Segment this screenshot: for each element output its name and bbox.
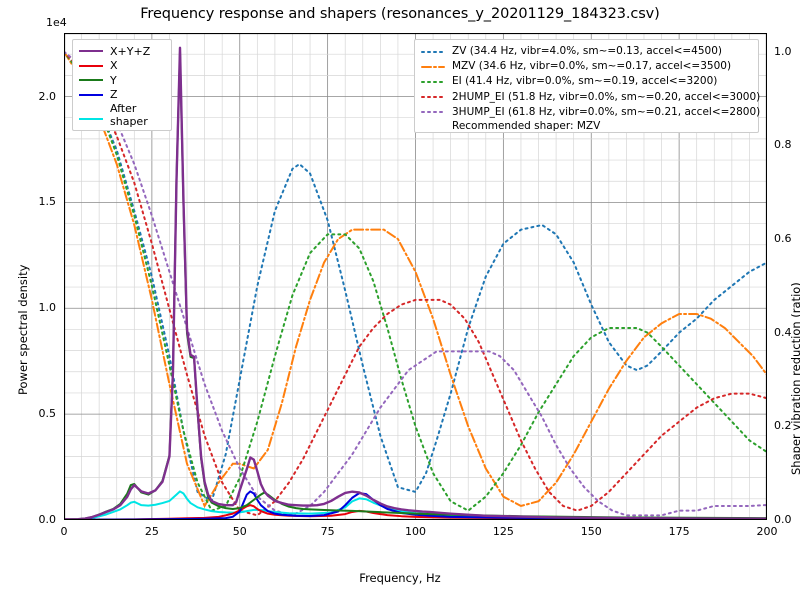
legend-item-label: ZV (34.4 Hz, vibr=4.0%, sm~=0.13, accel<… <box>452 45 722 58</box>
psd-curve-after-shaper <box>64 490 767 520</box>
legend-signals: X+Y+Z X Y Z After shaper <box>72 39 172 131</box>
legend-item-label: 2HUMP_EI (51.8 Hz, vibr=0.0%, sm~=0.20, … <box>452 90 761 103</box>
legend-dash-swatch <box>421 47 445 57</box>
x-axis-label: Frequency, Hz <box>359 571 441 585</box>
legend-color-swatch <box>79 46 103 56</box>
psd-curves <box>64 46 767 520</box>
legend-item-label: Y <box>110 73 117 87</box>
y-tick-label-right: 0.6 <box>774 232 792 246</box>
chart-title: Frequency response and shapers (resonanc… <box>140 6 660 22</box>
x-tick-label: 75 <box>320 525 335 538</box>
legend-item-mzv: MZV (34.6 Hz, vibr=0.0%, sm~=0.17, accel… <box>421 59 752 74</box>
x-tick-label: 175 <box>668 525 690 538</box>
x-tick-label: 0 <box>60 525 68 538</box>
x-tick-label: 200 <box>756 525 778 538</box>
legend-dash-swatch <box>421 62 445 72</box>
legend-item-x-y-z: X+Y+Z <box>79 44 165 59</box>
x-tick-label: 50 <box>232 525 247 538</box>
legend-item-3hump_ei: 3HUMP_EI (61.8 Hz, vibr=0.0%, sm~=0.21, … <box>421 105 760 120</box>
shaper-curve-ei <box>64 50 767 512</box>
y-tick-label-right: 0.8 <box>774 138 792 152</box>
legend-item-label: 3HUMP_EI (61.8 Hz, vibr=0.0%, sm~=0.21, … <box>452 105 761 118</box>
legend-item-label: EI (41.4 Hz, vibr=0.0%, sm~=0.19, accel<… <box>452 75 718 88</box>
x-tick-label: 150 <box>580 525 602 538</box>
y-tick-label-left: 1.5 <box>38 195 57 209</box>
legend-dash-swatch <box>421 77 445 87</box>
legend-item-label: MZV (34.6 Hz, vibr=0.0%, sm~=0.17, accel… <box>452 60 732 73</box>
legend-item-x: X <box>79 59 165 74</box>
y-tick-label-right: 0.4 <box>774 325 792 339</box>
legend-item-z: Z <box>79 88 165 103</box>
legend-color-swatch <box>79 114 103 124</box>
legend-item-label: X <box>110 59 118 73</box>
y-tick-label-left: 0.5 <box>38 407 57 421</box>
y-tick-label-left: 2.0 <box>38 89 57 103</box>
legend-item-after-shaper: After shaper <box>79 102 165 128</box>
y-tick-label-right: 0.0 <box>774 513 792 526</box>
legend-item-y: Y <box>79 73 165 88</box>
y-tick-label-left: 1.0 <box>38 301 57 315</box>
legend-item-label: Z <box>110 88 118 102</box>
x-tick-label: 100 <box>405 525 426 538</box>
legend-item-zv: ZV (34.4 Hz, vibr=4.0%, sm~=0.13, accel<… <box>421 44 752 59</box>
x-tick-label: 25 <box>144 525 159 538</box>
y-axis-label-left: Power spectral density <box>16 264 30 395</box>
y-axis-offset-text: 1e4 <box>46 16 67 29</box>
x-tick-label: 125 <box>492 525 514 538</box>
legend-item-ei: EI (41.4 Hz, vibr=0.0%, sm~=0.19, accel<… <box>421 74 752 89</box>
shaper-curve-mzv <box>64 50 767 509</box>
legend-shapers: ZV (34.4 Hz, vibr=4.0%, sm~=0.13, accel<… <box>414 39 760 133</box>
legend-color-swatch <box>79 61 103 71</box>
y-tick-label-right: 1.0 <box>774 44 792 58</box>
shaper-curves <box>64 50 767 517</box>
shaper-curve-3hump_ei <box>64 50 767 517</box>
legend-color-swatch <box>79 75 103 85</box>
shaper-curve-2hump_ei <box>64 50 767 517</box>
legend-item-label: After shaper <box>110 102 148 128</box>
y-axis-label-right: Shaper vibration reduction (ratio) <box>789 282 800 475</box>
legend-dash-swatch <box>421 107 445 117</box>
legend-dash-swatch <box>421 92 445 102</box>
legend-item-2hump_ei: 2HUMP_EI (51.8 Hz, vibr=0.0%, sm~=0.20, … <box>421 90 760 105</box>
psd-curve-x-y-z <box>64 46 767 520</box>
recommended-shaper-note: Recommended shaper: MZV <box>452 119 601 132</box>
y-tick-label-right: 0.2 <box>774 419 792 433</box>
legend-item-label: X+Y+Z <box>110 44 151 58</box>
legend-color-swatch <box>79 90 103 100</box>
y-tick-label-left: 0.0 <box>38 513 57 526</box>
